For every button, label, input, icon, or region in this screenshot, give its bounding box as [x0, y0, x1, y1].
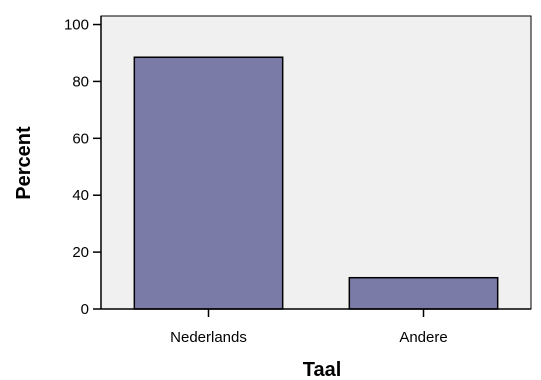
x-ticks: Nederlands Andere [170, 309, 448, 346]
y-tick-label: 100 [64, 17, 89, 34]
y-axis-title: Percent [13, 126, 35, 200]
bars [133, 56, 499, 310]
bar-nederlands [133, 56, 284, 310]
x-axis-title: Taal [303, 359, 342, 380]
y-tick-label: 20 [72, 244, 89, 261]
y-tick-label: 0 [81, 301, 89, 318]
y-tick-label: 40 [72, 187, 89, 204]
x-tick-label: Andere [399, 329, 447, 346]
y-ticks: 0 20 40 60 80 100 [64, 17, 101, 318]
x-tick-label: Nederlands [170, 329, 247, 346]
y-tick-label: 60 [72, 130, 89, 147]
bar-andere [348, 276, 499, 310]
y-tick-label: 80 [72, 73, 89, 90]
